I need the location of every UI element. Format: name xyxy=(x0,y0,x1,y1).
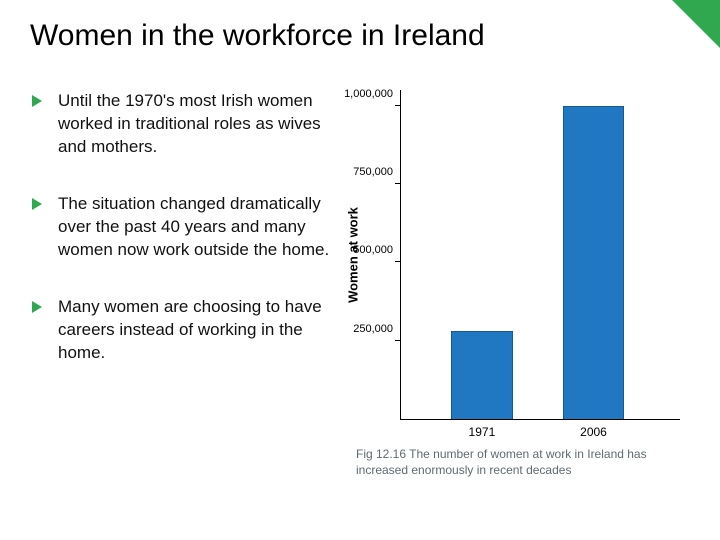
x-tick-label: 2006 xyxy=(580,419,607,439)
figure: Women at work 250,000 500,000 750,000 1,… xyxy=(348,90,686,478)
bullet-text: Until the 1970's most Irish women worked… xyxy=(58,91,321,156)
y-tick-label: 750,000 xyxy=(353,166,401,178)
bullet-marker-icon xyxy=(32,301,42,313)
y-tick-label: 250,000 xyxy=(353,323,401,335)
corner-accent xyxy=(672,0,720,48)
page-title: Women in the workforce in Ireland xyxy=(30,18,686,54)
x-tick-label: 1971 xyxy=(469,419,496,439)
bullet-item: Until the 1970's most Irish women worked… xyxy=(30,90,330,159)
slide: Women in the workforce in Ireland Until … xyxy=(0,0,720,496)
bullet-item: Many women are choosing to have careers … xyxy=(30,296,330,365)
bars-layer xyxy=(401,90,680,419)
bar-1971 xyxy=(451,331,512,419)
y-tick-label: 500,000 xyxy=(353,244,401,256)
bullet-list: Until the 1970's most Irish women worked… xyxy=(30,90,330,398)
bar-chart: Women at work 250,000 500,000 750,000 1,… xyxy=(400,90,680,420)
figure-caption: Fig 12.16 The number of women at work in… xyxy=(356,446,686,478)
bar-2006 xyxy=(563,106,624,419)
y-tick-label: 1,000,000 xyxy=(344,88,401,100)
bullet-text: The situation changed dramatically over … xyxy=(58,194,329,259)
bullet-text: Many women are choosing to have careers … xyxy=(58,297,322,362)
bullet-marker-icon xyxy=(32,95,42,107)
bullet-item: The situation changed dramatically over … xyxy=(30,193,330,262)
bullet-marker-icon xyxy=(32,198,42,210)
content-row: Until the 1970's most Irish women worked… xyxy=(30,90,686,478)
